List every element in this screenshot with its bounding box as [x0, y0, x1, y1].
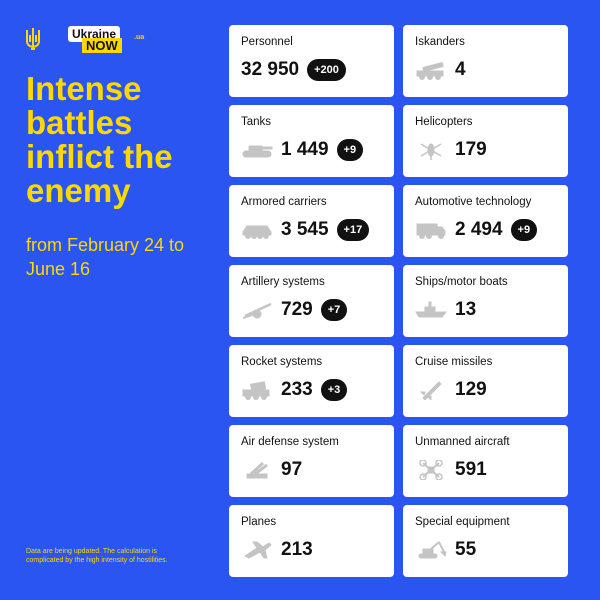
card-delta: +200 — [307, 59, 346, 81]
trident-icon — [26, 28, 40, 50]
card-label: Tanks — [241, 116, 272, 128]
card-label: Unmanned aircraft — [415, 436, 510, 448]
card-delta: +7 — [320, 299, 348, 321]
card-delta: +9 — [336, 139, 364, 161]
card-value: 55 — [455, 539, 477, 560]
stat-card-ships: Ships/motor boats 13 — [403, 265, 568, 337]
stat-card-tanks: Tanks 1 449 +9 — [229, 105, 394, 177]
card-label: Cruise missiles — [415, 356, 493, 368]
helicopter-icon — [420, 143, 442, 160]
stat-card-special-equipment: Special equipment 55 — [403, 505, 568, 577]
card-value: 129 — [455, 379, 487, 400]
stat-card-cruise-missiles: Cruise missiles 129 — [403, 345, 568, 417]
card-label: Air defense system — [241, 436, 339, 448]
card-value: 2 494 — [455, 219, 503, 240]
artillery-icon — [242, 302, 272, 319]
card-value: 97 — [281, 459, 303, 480]
air-defense-icon — [246, 461, 268, 479]
card-label: Helicopters — [415, 116, 473, 128]
card-value: 32 950 — [241, 59, 300, 80]
card-delta: +17 — [336, 219, 370, 241]
stat-card-iskanders: Iskanders 4 — [403, 25, 568, 97]
card-value: 179 — [455, 139, 487, 160]
card-delta: +3 — [320, 379, 348, 401]
card-value: 4 — [455, 59, 466, 80]
card-value: 213 — [281, 539, 313, 560]
stat-card-automotive: Automotive technology 2 494 +9 — [403, 185, 568, 257]
brand-ua: .ua — [134, 34, 145, 41]
card-label: Special equipment — [415, 516, 510, 528]
logo-row: Ukraine NOW .ua — [24, 26, 148, 53]
brand-now: NOW — [82, 38, 122, 53]
footnote: Data are being updated. The calculation … — [26, 548, 168, 564]
armored-carrier-icon — [242, 225, 272, 239]
stat-card-air-defense: Air defense system 97 — [229, 425, 394, 497]
drone-icon — [419, 460, 443, 480]
card-value: 1 449 — [281, 139, 329, 160]
card-value: 729 — [281, 299, 313, 320]
card-label: Artillery systems — [241, 276, 325, 288]
stat-card-unmanned-aircraft: Unmanned aircraft 591 — [403, 425, 568, 497]
truck-icon — [416, 223, 446, 239]
card-value: 13 — [455, 299, 477, 320]
rocket-system-icon — [242, 381, 270, 400]
tank-icon — [242, 145, 273, 158]
card-value: 591 — [455, 459, 487, 480]
cruise-missile-icon — [419, 381, 442, 400]
card-label: Rocket systems — [241, 356, 323, 368]
card-label: Planes — [241, 516, 277, 528]
card-delta: +9 — [510, 219, 538, 241]
plane-icon — [244, 541, 272, 559]
stat-card-helicopters: Helicopters 179 — [403, 105, 568, 177]
stat-card-armored-carriers: Armored carriers 3 545 +17 — [229, 185, 394, 257]
headline: Intense battles inflict the enemy — [26, 70, 173, 209]
ship-icon — [415, 301, 447, 318]
brand-logo: Ukraine NOW .ua — [68, 26, 148, 53]
missile-launcher-icon — [416, 61, 444, 80]
card-value: 3 545 — [281, 219, 329, 240]
stat-card-planes: Planes 213 — [229, 505, 394, 577]
stat-card-personnel: Personnel 32 950 +200 — [229, 25, 394, 97]
card-label: Automotive technology — [415, 196, 532, 208]
period: from February 24 to June 16 — [26, 235, 185, 279]
card-label: Armored carriers — [241, 196, 327, 208]
card-label: Personnel — [241, 36, 293, 48]
card-value: 233 — [281, 379, 313, 400]
stat-card-artillery: Artillery systems 729 +7 — [229, 265, 394, 337]
card-label: Ships/motor boats — [415, 276, 508, 288]
stat-card-rocket-systems: Rocket systems 233 +3 — [229, 345, 394, 417]
card-label: Iskanders — [415, 36, 465, 48]
excavator-icon — [418, 541, 447, 559]
